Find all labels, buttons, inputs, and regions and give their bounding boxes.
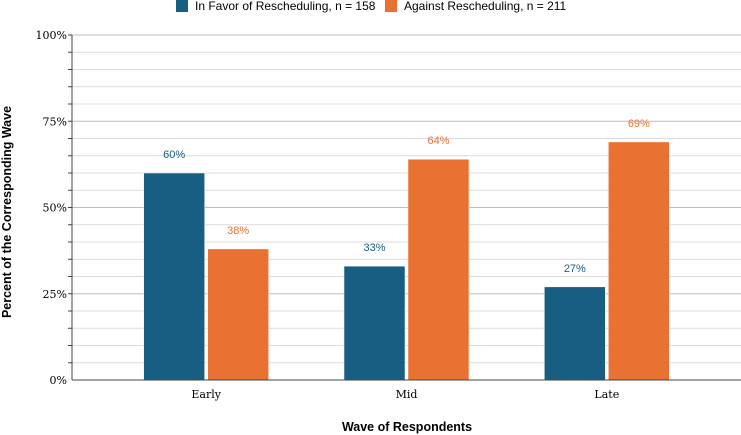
x-tick-label-early: Early	[191, 388, 221, 401]
data-label-against-mid: 64%	[427, 135, 449, 147]
bar-against-early	[207, 248, 269, 381]
y-tick-label: 25%	[43, 288, 67, 301]
y-tick-label: 75%	[43, 115, 67, 128]
y-tick-label: 100%	[36, 29, 67, 42]
legend: In Favor of Rescheduling, n = 158 Agains…	[176, 0, 567, 13]
data-label-against-early: 38%	[227, 225, 249, 237]
y-tick-label: 0%	[50, 374, 67, 387]
data-label-against-late: 69%	[628, 118, 650, 130]
data-label-in-favor-late: 27%	[564, 263, 586, 275]
legend-swatch-against	[385, 0, 397, 12]
bar-in-favor-mid	[343, 265, 406, 381]
y-axis-ticks: 0% 25% 50% 75% 100%	[36, 29, 67, 387]
data-label-in-favor-early: 60%	[163, 149, 185, 161]
bar-in-favor-early	[143, 172, 205, 381]
bar-against-mid	[407, 158, 470, 381]
y-tick-label: 50%	[43, 202, 67, 215]
legend-label-against: Against Rescheduling, n = 211	[404, 0, 567, 13]
axes	[68, 34, 741, 381]
y-axis-title: Percent of the Corresponding Wave	[0, 106, 14, 318]
x-tick-label-late: Late	[594, 388, 619, 401]
bars	[143, 141, 670, 381]
legend-swatch-in-favor	[176, 0, 188, 12]
bar-in-favor-late	[544, 286, 606, 381]
data-label-in-favor-mid: 33%	[363, 242, 385, 254]
x-tick-label-mid: Mid	[396, 388, 418, 401]
x-axis-title: Wave of Respondents	[342, 420, 472, 434]
data-labels: 60% 38% 33% 64% 27% 69%	[163, 118, 650, 275]
x-axis-ticks: Early Mid Late	[191, 388, 619, 401]
legend-label-in-favor: In Favor of Rescheduling, n = 158	[195, 0, 376, 13]
bar-against-late	[608, 141, 670, 381]
